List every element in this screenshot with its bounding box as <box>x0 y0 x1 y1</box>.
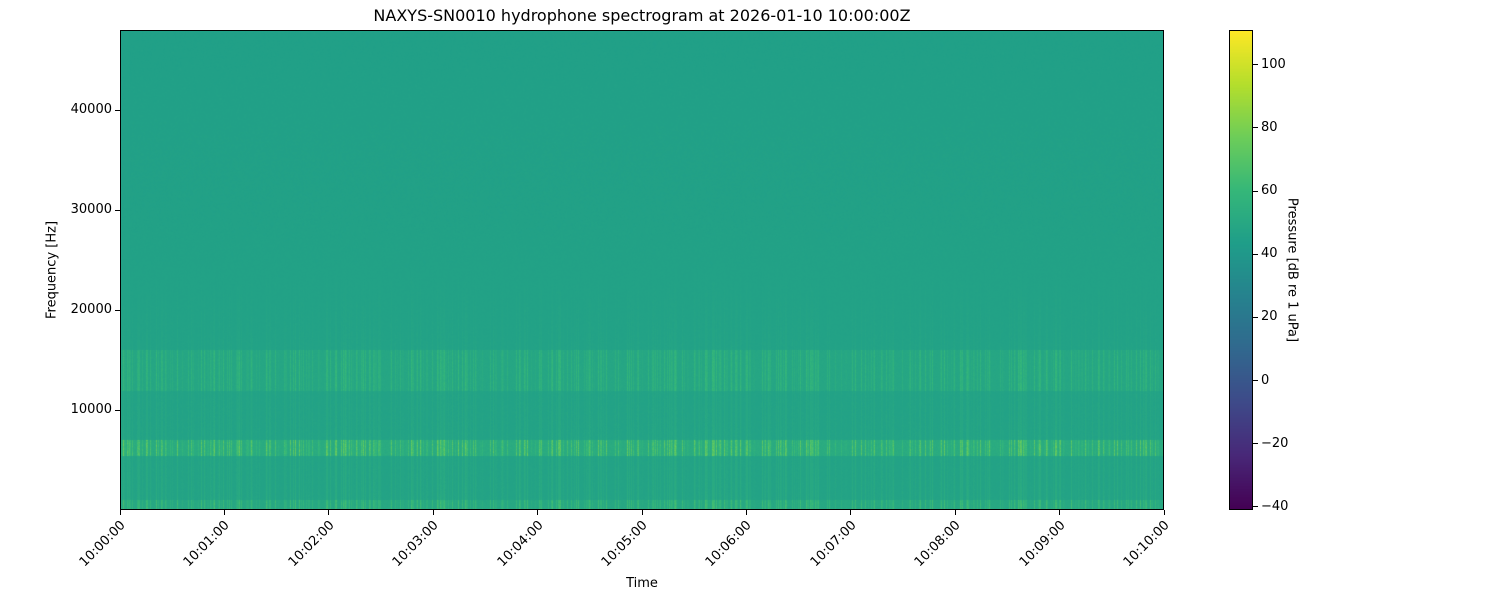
x-tick-label: 10:08:00 <box>911 518 964 570</box>
y-tick <box>115 409 120 411</box>
y-tick <box>115 209 120 211</box>
colorbar-tick <box>1253 380 1258 382</box>
colorbar-tick <box>1253 506 1258 508</box>
colorbar-tick <box>1253 190 1258 192</box>
x-tick-label: 10:02:00 <box>285 518 338 570</box>
colorbar-tick-label: 0 <box>1261 372 1270 388</box>
colorbar <box>1229 30 1253 510</box>
y-tick-label: 40000 <box>70 102 112 117</box>
plot-area <box>120 30 1164 510</box>
colorbar-tick <box>1253 316 1258 318</box>
y-tick-label: 30000 <box>70 202 112 217</box>
x-tick-label: 10:09:00 <box>1016 518 1069 570</box>
colorbar-tick-label: 40 <box>1261 246 1278 262</box>
x-tick-label: 10:06:00 <box>703 518 755 570</box>
x-tick-label: 10:01:00 <box>181 518 233 570</box>
x-tick <box>1059 510 1061 515</box>
x-tick-label: 10:05:00 <box>598 518 651 570</box>
x-tick <box>745 510 747 515</box>
colorbar-tick <box>1253 64 1258 66</box>
colorbar-label: Pressure [dB re 1 uPa] <box>1284 197 1300 343</box>
x-tick <box>328 510 330 515</box>
colorbar-tick-label: −20 <box>1261 435 1289 451</box>
colorbar-tick <box>1253 127 1258 129</box>
x-axis-label: Time <box>626 576 658 591</box>
chart-title: NAXYS-SN0010 hydrophone spectrogram at 2… <box>373 6 911 25</box>
x-tick <box>432 510 434 515</box>
x-tick-label: 10:10:00 <box>1120 518 1173 570</box>
x-tick <box>1163 510 1165 515</box>
x-tick <box>850 510 852 515</box>
y-tick-label: 10000 <box>70 402 112 417</box>
colorbar-tick <box>1253 443 1258 445</box>
colorbar-tick-label: 60 <box>1261 183 1278 199</box>
x-tick-label: 10:03:00 <box>389 518 442 570</box>
x-tick-label: 10:07:00 <box>807 518 860 570</box>
x-tick <box>119 510 121 515</box>
y-tick <box>115 309 120 311</box>
x-tick <box>954 510 956 515</box>
y-tick-label: 20000 <box>70 302 112 317</box>
colorbar-tick-label: 20 <box>1261 309 1278 325</box>
x-tick <box>641 510 643 515</box>
colorbar-tick-label: −40 <box>1261 498 1289 514</box>
x-tick-label: 10:00:00 <box>76 518 129 570</box>
colorbar-tick-label: 80 <box>1261 119 1278 135</box>
y-tick <box>115 109 120 111</box>
x-tick <box>223 510 225 515</box>
spectrogram-image <box>120 30 1164 510</box>
colorbar-tick <box>1253 253 1258 255</box>
x-tick-label: 10:04:00 <box>494 518 547 570</box>
colorbar-tick-label: 100 <box>1261 56 1286 72</box>
x-tick <box>537 510 539 515</box>
